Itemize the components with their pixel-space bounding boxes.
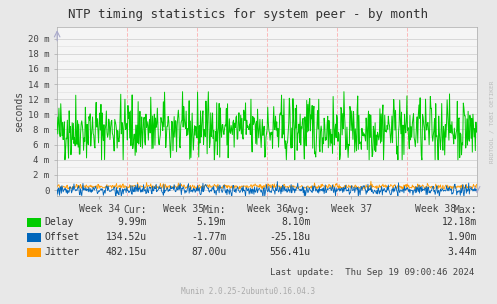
Text: 12.18m: 12.18m	[442, 217, 477, 227]
Text: 556.41u: 556.41u	[269, 247, 311, 257]
Text: RRDTOOL / TOBI OETIKER: RRDTOOL / TOBI OETIKER	[490, 80, 495, 163]
Text: Jitter: Jitter	[45, 247, 80, 257]
Text: 3.44m: 3.44m	[448, 247, 477, 257]
Text: 5.19m: 5.19m	[197, 217, 226, 227]
Text: Max:: Max:	[454, 205, 477, 215]
Text: 8.10m: 8.10m	[281, 217, 311, 227]
Text: 482.15u: 482.15u	[105, 247, 147, 257]
Text: Delay: Delay	[45, 217, 74, 227]
Text: Avg:: Avg:	[287, 205, 311, 215]
Text: Offset: Offset	[45, 232, 80, 242]
Text: Munin 2.0.25-2ubuntu0.16.04.3: Munin 2.0.25-2ubuntu0.16.04.3	[181, 287, 316, 296]
Text: NTP timing statistics for system peer - by month: NTP timing statistics for system peer - …	[69, 8, 428, 21]
Text: -25.18u: -25.18u	[269, 232, 311, 242]
Text: Last update:  Thu Sep 19 09:00:46 2024: Last update: Thu Sep 19 09:00:46 2024	[270, 268, 475, 277]
Text: Min:: Min:	[203, 205, 226, 215]
Y-axis label: seconds: seconds	[14, 91, 24, 132]
Text: 1.90m: 1.90m	[448, 232, 477, 242]
Text: -1.77m: -1.77m	[191, 232, 226, 242]
Text: 87.00u: 87.00u	[191, 247, 226, 257]
Text: 134.52u: 134.52u	[105, 232, 147, 242]
Text: 9.99m: 9.99m	[117, 217, 147, 227]
Text: Cur:: Cur:	[123, 205, 147, 215]
